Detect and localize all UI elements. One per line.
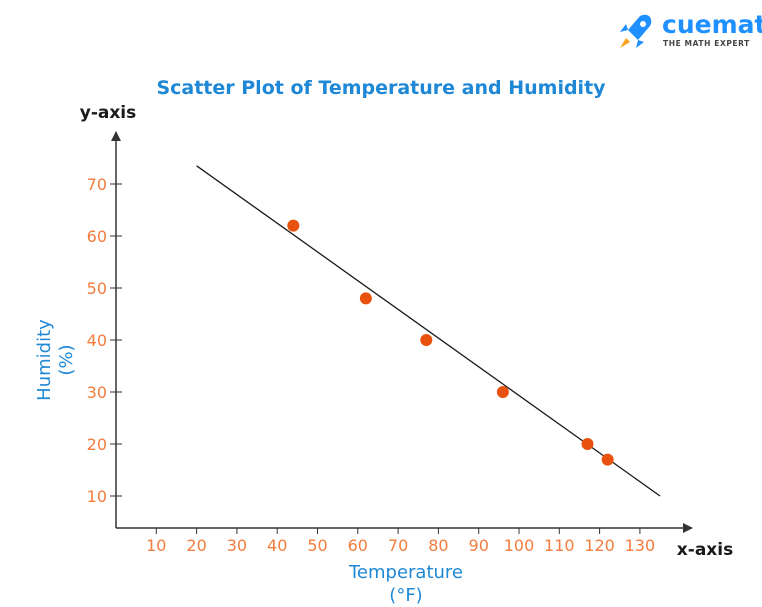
x-tick-label: 20 [186, 536, 206, 555]
cuemath-logo: cuemath THE MATH EXPERT [620, 10, 762, 48]
data-point [359, 292, 372, 305]
x-tick-label: 100 [504, 536, 535, 555]
y-axis-title-line2: (%) [56, 344, 77, 375]
data-point [420, 334, 433, 346]
y-tick-label: 60 [87, 227, 107, 246]
x-tick-label: 40 [267, 536, 287, 555]
x-tick-label: 80 [428, 536, 448, 555]
y-tick-label: 20 [87, 435, 107, 454]
data-point [496, 386, 509, 398]
x-tick-label: 130 [625, 536, 656, 555]
x-axis-title-line2: (°F) [389, 585, 422, 606]
x-axis-name: x-axis [677, 540, 733, 560]
rocket-icon [620, 14, 652, 48]
x-tick-label: 10 [146, 536, 166, 555]
x-tick-label: 120 [584, 536, 615, 555]
x-tick-label: 110 [544, 536, 575, 555]
y-axis-title-line1: Humidity [34, 319, 55, 401]
y-tick-label: 30 [87, 383, 107, 402]
data-point [601, 453, 614, 466]
x-tick-label: 50 [307, 536, 327, 555]
x-tick-label: 30 [227, 536, 247, 555]
x-tick-label: 70 [388, 536, 408, 555]
data-points [287, 219, 614, 466]
ticks: 10 20 30 40 50 60 70 80 90 100 110 120 130 10 20 30 40 50… [87, 175, 656, 555]
y-tick-label: 40 [87, 331, 107, 350]
brand-name: cuemath [662, 10, 762, 39]
y-tick-label: 10 [87, 487, 107, 506]
brand-tagline: THE MATH EXPERT [663, 39, 750, 48]
x-tick-label: 60 [348, 536, 368, 555]
y-tick-label: 50 [87, 279, 107, 298]
x-axis-title-line1: Temperature [348, 562, 463, 583]
chart-title: Scatter Plot of Temperature and Humidity [156, 77, 606, 99]
y-axis-name: y-axis [80, 103, 137, 123]
data-point [581, 438, 594, 450]
y-tick-label: 70 [87, 175, 107, 194]
x-tick-label: 90 [469, 536, 489, 555]
data-point [287, 219, 300, 232]
